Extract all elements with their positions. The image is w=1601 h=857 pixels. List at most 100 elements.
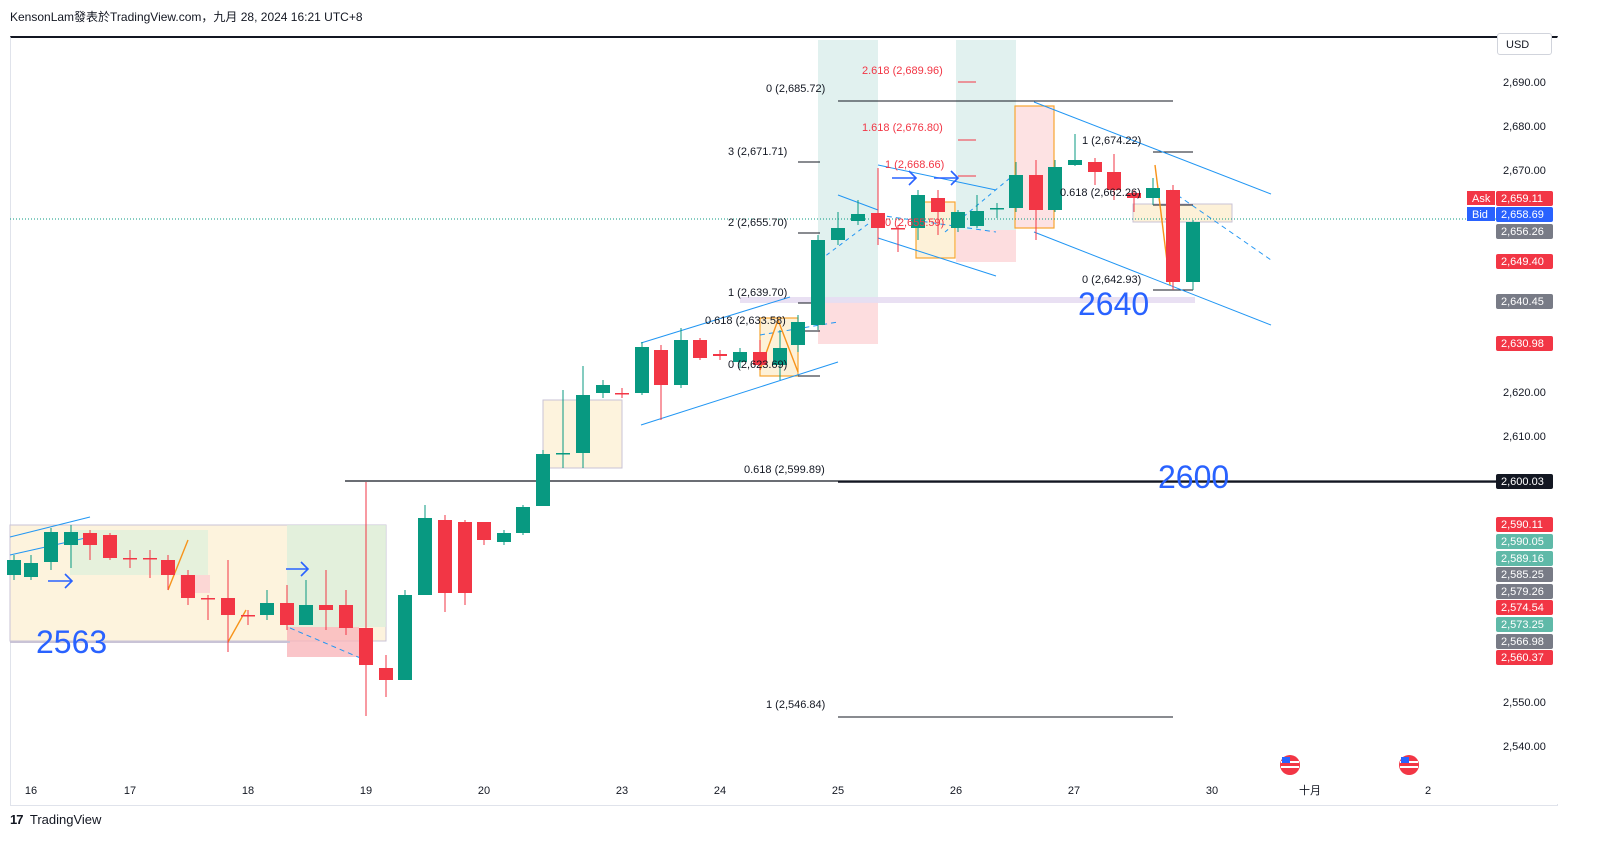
time-tick-label: 25 [832,785,844,797]
price-label-bg [1496,551,1553,566]
price-tick-label: 2,610.00 [1503,431,1546,443]
price-label-bg [1496,534,1553,549]
footer-logo-text: TradingView [29,812,102,827]
arrows [48,170,960,589]
candle-body [753,352,767,365]
price-label-bg [1496,584,1553,599]
candle-body [359,628,373,665]
arrow-right-icon [286,561,310,577]
candle-body [1068,160,1082,165]
order-box [1132,203,1233,223]
candle-body [103,535,117,558]
candle-body [1048,167,1062,210]
candle-body [143,558,157,560]
us-flag-icon[interactable] [1399,755,1419,775]
price-label: 2,658.69 [1501,209,1544,221]
arrow-right-icon [48,573,74,589]
candle-body [1166,190,1180,282]
price-label: 2,590.05 [1501,536,1544,548]
candle-body [260,603,274,615]
price-tag-bg [1467,191,1495,205]
candle-body [497,533,511,542]
arrow-right-icon [934,170,960,186]
price-label-bg [1496,191,1553,206]
candle-body [1009,175,1023,208]
price-label-bg [1496,567,1553,582]
candle-body [339,605,353,628]
price-label-bg [1496,617,1553,632]
candle-body [615,393,629,395]
time-tick-label: 24 [714,785,726,797]
price-label-bg [1496,254,1553,269]
candle-body [1146,188,1160,198]
price-label: 2,573.25 [1501,619,1544,631]
candle-body [773,348,787,365]
candle-body [733,352,747,362]
candle-body [458,522,472,593]
price-tick-label: 2,670.00 [1503,165,1546,177]
fib-label: 1 (2,546.84) [766,699,825,711]
publish-caption: KensonLam發表於TradingView.com，九月 28, 2024 … [10,10,363,24]
price-tick-label: 2,680.00 [1503,121,1546,133]
fib-label: 1 (2,668.66) [885,159,944,171]
fib-label: 1 (2,674.22) [1082,135,1141,147]
candle-body [7,560,21,575]
candle-body [299,605,313,625]
time-tick-label: 18 [242,785,254,797]
candle-body [161,560,175,575]
fib-label: 0 (2,642.93) [1082,274,1141,286]
price-tag-label: Bid [1472,209,1488,221]
candle-body [201,598,215,600]
candle-body [951,212,965,228]
candle-body [713,354,727,356]
arrow-right-icon [892,170,918,186]
price-tag-label: Ask [1472,193,1491,205]
channels [9,101,1272,661]
candle-body [64,532,78,545]
fib-label: 0 (2,685.72) [766,83,825,95]
candle-body [811,240,825,325]
price-axis[interactable]: 2,690.00 2,680.00 2,670.00 2,620.00 2,610.00… [1467,38,1558,804]
big-label-2640: 2640 [1078,286,1149,322]
candle-body [319,605,333,610]
time-tick-label: 26 [950,785,962,797]
price-label: 2,589.16 [1501,553,1544,565]
price-label: 2,640.45 [1501,296,1544,308]
price-label: 2,600.03 [1501,476,1544,488]
event-flags[interactable] [1280,755,1419,775]
order-box [740,297,1195,303]
big-labels: 2640 2600 2563 [36,286,1229,660]
time-tick-label: 17 [124,785,136,797]
candle-body [1186,222,1200,282]
price-label-bg [1496,600,1553,615]
candle-body [181,575,195,598]
time-tick-label: 23 [616,785,628,797]
sell-zone-box [818,302,878,344]
time-tick-label: 27 [1068,785,1080,797]
candle-body [280,603,294,625]
fib-label: 0.618 (2,599.89) [744,464,825,476]
time-tick-label: 20 [478,785,490,797]
price-label: 2,659.11 [1501,193,1543,205]
fib-label: 1 (2,639.70) [728,287,787,299]
candle-body [791,322,805,345]
candle-body [1107,172,1121,190]
candle-body [831,228,845,240]
time-tick-label: 十月 [1299,783,1321,797]
currency-button[interactable]: USD [1497,33,1552,55]
candle-body [221,598,235,615]
candle-body [241,615,255,617]
time-tick-label: 16 [25,785,37,797]
sell-zone-box [956,230,1016,262]
candle-body [851,214,865,221]
candle-body [44,532,58,562]
fib-label: 2.618 (2,689.96) [862,65,943,77]
us-flag-icon[interactable] [1280,755,1300,775]
price-label-bg [1496,207,1553,222]
fib-label: 0.618 (2,662.26) [1060,187,1141,199]
price-tick-label: 2,550.00 [1503,697,1546,709]
time-axis[interactable]: 16 17 18 19 20 23 24 25 26 27 30 十月 2 [25,783,1431,797]
fib-labels: 2.618 (2,689.96) 0 (2,685.72) 1.618 (2,676… [705,65,1141,711]
candle-body [990,208,1004,210]
